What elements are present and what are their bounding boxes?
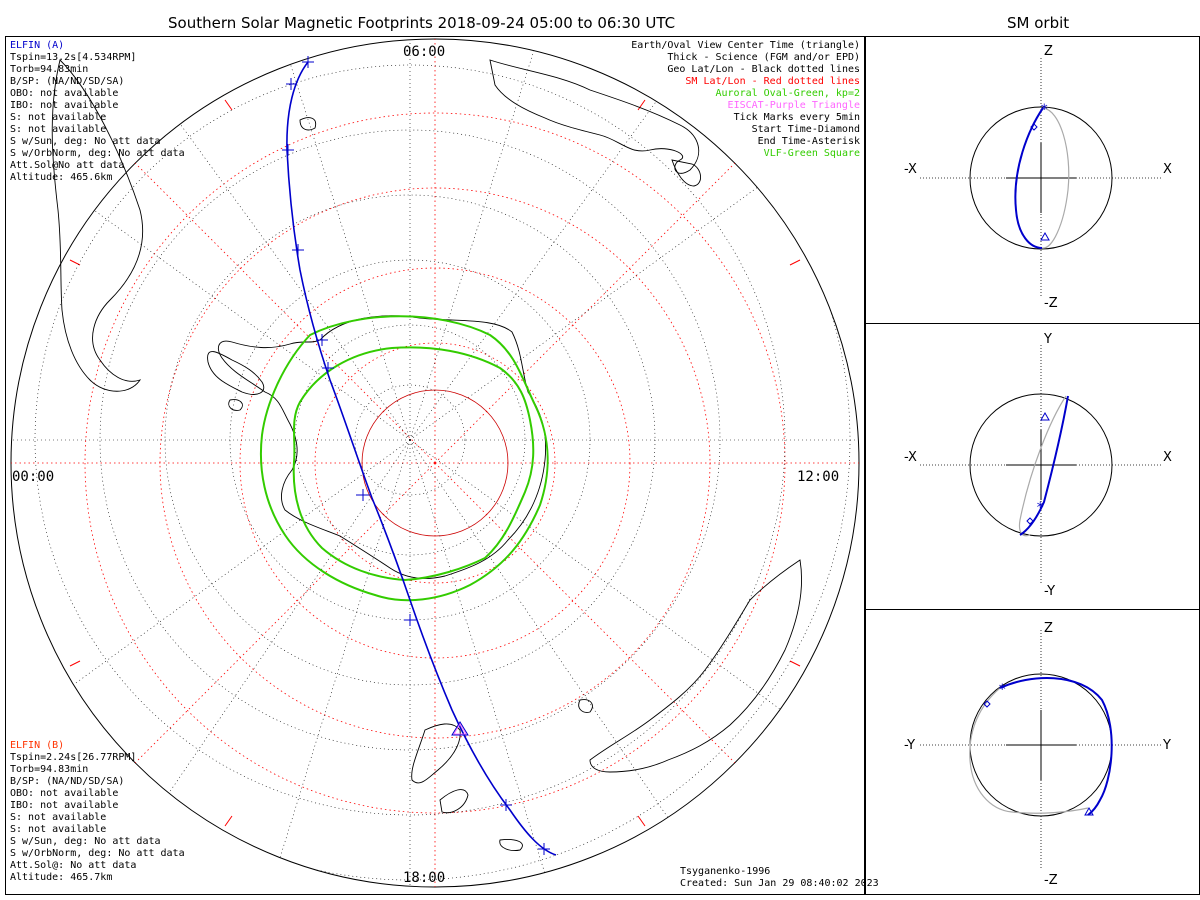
svg-text:*: *: [998, 682, 1006, 698]
auroral-oval-inner: [292, 346, 535, 582]
main-title: Southern Solar Magnetic Footprints 2018-…: [168, 14, 676, 32]
elfin-a-line: IBO: not available: [10, 100, 119, 111]
panel-3-right: Y: [1163, 738, 1171, 753]
elfin-b-line: S w/OrbNorm, deg: No att data: [10, 848, 185, 859]
panel-1-top: Z: [1044, 44, 1053, 59]
panel-2-right: X: [1163, 450, 1172, 465]
elfin-b-line: Tspin=2.24s[26.77RPM]: [10, 752, 137, 763]
clock-label-bottom: 18:00: [403, 870, 446, 886]
panel-3-top: Z: [1044, 621, 1053, 636]
islands: [228, 117, 593, 851]
clock-label-right: 12:00: [797, 469, 840, 485]
elfin-a-line: B/SP: (NA/ND/SD/SA): [10, 76, 125, 87]
legend-item: Tick Marks every 5min: [733, 112, 860, 123]
panel-2-bottom: -Y: [1044, 584, 1056, 599]
orbit-panel-1: *: [920, 58, 1162, 298]
elfin-a-line: Torb=94.83min: [10, 64, 89, 75]
antarctic-peninsula: [207, 351, 265, 395]
eiscat-triangle: [453, 723, 467, 735]
panel-1-bottom: -Z: [1044, 296, 1058, 311]
orbit-title: SM orbit: [1007, 14, 1070, 32]
panel-3-left: -Y: [904, 738, 916, 753]
elfin-b-line: B/SP: (NA/ND/SD/SA): [10, 776, 125, 787]
elfin-a-line: S w/Sun, deg: No att data: [10, 136, 161, 147]
elfin-b-line: OBO: not available: [10, 788, 119, 799]
elfin-a-line: S w/OrbNorm, deg: No att data: [10, 148, 185, 159]
orbit-panel-3: *: [920, 630, 1162, 870]
elfin-b-line: Att.Sol@: No att data: [10, 860, 137, 871]
legend-item: Geo Lat/Lon - Black dotted lines: [667, 64, 860, 75]
antarctica-coast: [217, 315, 547, 579]
south-america-coast: [51, 59, 144, 392]
footer: Tsyganenko-1996 Created: Sun Jan 29 08:4…: [680, 866, 879, 890]
elfin-a-name: ELFIN (A): [10, 40, 65, 51]
elfin-b-line: Altitude: 465.7km: [10, 872, 113, 883]
elfin-b-line: S w/Sun, deg: No att data: [10, 836, 161, 847]
elfin-a-info: ELFIN (A) Tspin=13.2s[4.534RPM] Torb=94.…: [10, 40, 185, 184]
footprint-track: [282, 56, 557, 856]
australia-coast: [589, 559, 803, 773]
coastlines: [51, 59, 803, 851]
elfin-a-line: Att.Sol@No att data: [10, 160, 125, 171]
panel-2-top: Y: [1044, 332, 1052, 347]
africa-coast: [489, 59, 700, 174]
panel-3-bottom: -Z: [1044, 873, 1058, 888]
model-name: Tsyganenko-1996: [680, 866, 771, 877]
auroral-oval-outer: [259, 315, 549, 602]
legend-item: Earth/Oval View Center Time (triangle): [631, 40, 860, 51]
elfin-b-info: ELFIN (B) Tspin=2.24s[26.77RPM] Torb=94.…: [10, 740, 185, 884]
elfin-a-line: Tspin=13.2s[4.534RPM]: [10, 52, 137, 63]
legend-item: EISCAT-Purple Triangle: [727, 100, 860, 111]
legend-item: Auroral Oval-Green, kp=2: [715, 88, 861, 99]
auroral-oval: [259, 315, 549, 602]
legend-item: VLF-Green Square: [763, 148, 860, 159]
sm-edge-ticks: [69, 99, 801, 827]
elfin-b-line: IBO: not available: [10, 800, 119, 811]
svg-text:*: *: [1040, 102, 1048, 118]
legend-item: SM Lat/Lon - Red dotted lines: [685, 76, 860, 87]
orbit-panel-2: *: [920, 345, 1162, 585]
sm-pole-circle: [361, 389, 509, 537]
new-zealand: [411, 723, 461, 784]
elfin-b-line: S: not available: [10, 812, 107, 823]
legend: Earth/Oval View Center Time (triangle) T…: [631, 40, 860, 160]
svg-text:*: *: [1036, 500, 1044, 516]
legend-item: Thick - Science (FGM and/or EPD): [667, 52, 860, 63]
elfin-b-line: S: not available: [10, 824, 107, 835]
elfin-a-line: S: not available: [10, 124, 107, 135]
main-map-frame: [5, 36, 865, 895]
panel-1-left: -X: [904, 162, 917, 177]
legend-item: End Time-Asterisk: [757, 136, 860, 147]
legend-item: Start Time-Diamond: [751, 124, 860, 135]
clock-label-left: 00:00: [12, 469, 55, 485]
africa-south-tip: [671, 159, 701, 187]
elfin-a-line: S: not available: [10, 112, 107, 123]
geo-grid: [11, 39, 859, 887]
view-center-triangle: [451, 721, 469, 736]
track-line: [286, 61, 557, 856]
panel-1-right: X: [1163, 162, 1172, 177]
panel-2-left: -X: [904, 450, 917, 465]
elfin-b-line: Torb=94.83min: [10, 764, 89, 775]
new-zealand-north: [439, 789, 469, 814]
track-ticks: [282, 56, 550, 855]
elfin-a-line: OBO: not available: [10, 88, 119, 99]
elfin-b-name: ELFIN (B): [10, 740, 65, 751]
clock-label-top: 06:00: [403, 44, 446, 60]
created-timestamp: Created: Sun Jan 29 08:40:02 2023: [680, 878, 879, 889]
elfin-a-line: Altitude: 465.6km: [10, 172, 113, 183]
